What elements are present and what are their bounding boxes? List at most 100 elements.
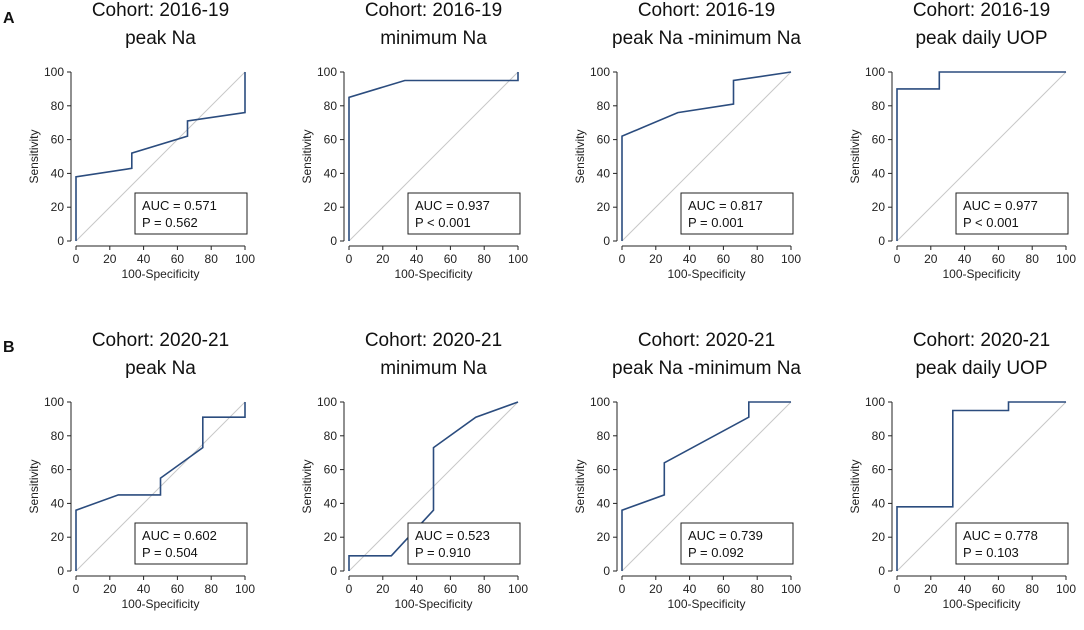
x-tick-label: 40 [410, 252, 424, 266]
x-tick-label: 100 [235, 582, 255, 596]
chart-title-variable: peak Na [125, 358, 196, 379]
x-axis-label: 100-Specificity [121, 267, 199, 281]
x-tick-label: 40 [137, 582, 151, 596]
chart-title-variable: peak Na -minimum Na [612, 358, 801, 379]
chart-title-cohort: Cohort: 2016-19 [365, 0, 502, 21]
x-tick-label: 100 [508, 252, 528, 266]
p-value: P < 0.001 [415, 215, 471, 230]
y-tick-label: 40 [872, 166, 886, 180]
roc-chart-4: Cohort: 2016-19 peak daily UOP 0 20 40 60 80 10… [848, 0, 1076, 281]
y-tick-label: 40 [872, 496, 886, 510]
y-tick-label: 80 [51, 99, 65, 113]
x-tick-label: 100 [1056, 582, 1076, 596]
roc-curve-line [348, 401, 519, 571]
x-axis-label: 100-Specificity [942, 267, 1020, 281]
stats-box [680, 192, 794, 235]
x-tick-label: 100 [781, 582, 801, 596]
y-tick-label: 20 [324, 200, 338, 214]
x-tick-label: 20 [376, 582, 390, 596]
y-tick-label: 100 [590, 395, 610, 409]
auc-value: AUC = 0.602 [142, 528, 217, 543]
x-tick-label: 60 [171, 582, 185, 596]
x-tick-label: 0 [73, 252, 80, 266]
reference-diagonal [896, 71, 1067, 242]
roc-curve-line [75, 72, 246, 241]
y-tick-label: 0 [603, 234, 610, 248]
reference-diagonal [896, 401, 1067, 572]
y-tick-label: 100 [865, 65, 885, 79]
chart-title-cohort: Cohort: 2020-21 [638, 330, 775, 351]
y-tick-label: 60 [597, 463, 611, 477]
p-value: P = 0.001 [688, 215, 744, 230]
x-tick-label: 80 [751, 582, 765, 596]
panel-label-b: B [3, 339, 15, 356]
x-tick-label: 0 [346, 252, 353, 266]
roc-curve-line [348, 72, 519, 241]
x-tick-label: 40 [958, 252, 972, 266]
stats-box [407, 192, 521, 235]
roc-chart-6: Cohort: 2020-21 minimum Na 0 20 40 60 80 100 0 20… [300, 330, 528, 611]
x-tick-label: 20 [924, 582, 938, 596]
p-value: P = 0.910 [415, 545, 471, 560]
roc-chart-5: Cohort: 2020-21 peak Na 0 20 40 60 80 100 0 20 40 6… [27, 330, 255, 611]
y-tick-label: 60 [324, 133, 338, 147]
x-tick-label: 60 [717, 582, 731, 596]
y-tick-label: 40 [324, 496, 338, 510]
x-tick-label: 100 [1056, 252, 1076, 266]
y-axis-label: Sensitivity [27, 129, 41, 183]
x-tick-label: 0 [894, 252, 901, 266]
y-tick-label: 100 [44, 395, 64, 409]
y-tick-label: 100 [44, 65, 64, 79]
chart-title-variable: minimum Na [380, 28, 487, 49]
x-tick-label: 20 [103, 582, 117, 596]
x-tick-label: 60 [992, 252, 1006, 266]
y-tick-label: 100 [317, 65, 337, 79]
x-tick-label: 20 [649, 582, 663, 596]
x-tick-label: 40 [683, 582, 697, 596]
y-tick-label: 80 [597, 429, 611, 443]
roc-chart-7: Cohort: 2020-21 peak Na -minimum Na 0 20 40 6… [573, 330, 801, 611]
x-axis-label: 100-Specificity [394, 267, 472, 281]
y-tick-label: 40 [324, 166, 338, 180]
stats-box [134, 522, 248, 565]
reference-diagonal [621, 71, 792, 242]
y-tick-label: 60 [597, 133, 611, 147]
stats-box [955, 192, 1069, 235]
reference-diagonal [348, 71, 519, 242]
x-tick-label: 0 [73, 582, 80, 596]
y-tick-label: 60 [324, 463, 338, 477]
y-tick-label: 80 [51, 429, 65, 443]
x-tick-label: 0 [346, 582, 353, 596]
y-tick-label: 20 [872, 530, 886, 544]
stats-box [134, 192, 248, 235]
y-tick-label: 40 [597, 166, 611, 180]
y-tick-label: 80 [872, 99, 886, 113]
chart-title-variable: peak Na -minimum Na [612, 28, 801, 49]
y-tick-label: 40 [51, 496, 65, 510]
panel-label-a: A [3, 10, 15, 27]
stats-box [680, 522, 794, 565]
x-tick-label: 60 [444, 252, 458, 266]
stats-box [407, 522, 521, 565]
y-axis-label: Sensitivity [300, 459, 314, 513]
x-tick-label: 40 [137, 252, 151, 266]
y-tick-label: 60 [51, 133, 65, 147]
y-tick-label: 20 [324, 530, 338, 544]
x-tick-label: 60 [444, 582, 458, 596]
auc-value: AUC = 0.739 [688, 528, 763, 543]
p-value: P < 0.001 [963, 215, 1019, 230]
x-tick-label: 80 [205, 582, 219, 596]
p-value: P = 0.504 [142, 545, 198, 560]
y-tick-label: 60 [51, 463, 65, 477]
roc-curve-line [621, 71, 792, 241]
x-tick-label: 0 [894, 582, 901, 596]
x-tick-label: 100 [235, 252, 255, 266]
chart-title-cohort: Cohort: 2016-19 [92, 0, 229, 21]
y-tick-label: 0 [878, 234, 885, 248]
x-tick-label: 0 [619, 582, 626, 596]
reference-diagonal [621, 401, 792, 572]
stats-box [955, 522, 1069, 565]
x-axis-label: 100-Specificity [121, 597, 199, 611]
y-tick-label: 80 [597, 99, 611, 113]
x-tick-label: 20 [924, 252, 938, 266]
